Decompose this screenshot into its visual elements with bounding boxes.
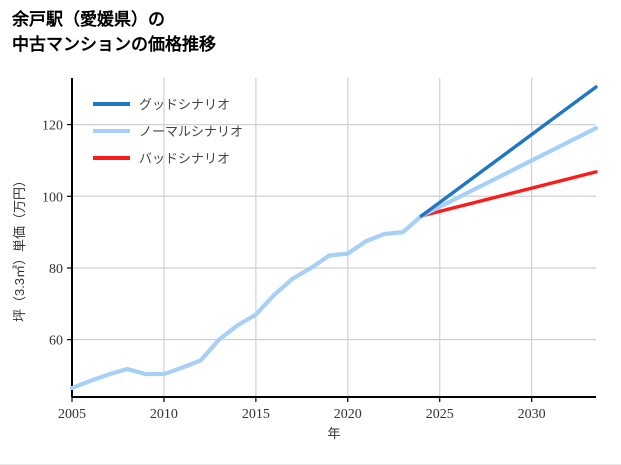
- series-lines: [69, 85, 599, 391]
- y-tick-label: 120: [42, 119, 63, 134]
- page-title: 余戸駅（愛媛県）の 中古マンションの価格推移: [12, 10, 216, 54]
- line-normal-forecast: [419, 126, 599, 219]
- legend-label-0: グッドシナリオ: [139, 97, 230, 112]
- y-tick-label: 80: [49, 262, 63, 277]
- legend-label-1: ノーマルシナリオ: [139, 124, 243, 139]
- y-tick-labels: 60 80 100 120: [42, 119, 72, 349]
- y-tick-label: 60: [49, 334, 63, 349]
- x-tick-label: 2020: [334, 407, 362, 422]
- x-tick-labels: 2005 2010 2015 2020 2025 2030: [58, 397, 546, 422]
- axis-lines: [71, 78, 596, 398]
- line-good-forecast: [419, 85, 598, 218]
- x-tick-label: 2010: [150, 407, 178, 422]
- y-tick-label: 100: [42, 190, 63, 205]
- line-bad-forecast: [419, 170, 598, 218]
- line-normal-history: [69, 213, 424, 391]
- x-tick-label: 2015: [242, 407, 270, 422]
- grid-lines: [71, 78, 596, 397]
- x-tick-label: 2025: [426, 407, 454, 422]
- y-axis-title: 坪（3.3㎡）単価（万円）: [12, 174, 27, 322]
- x-tick-label: 2030: [518, 407, 546, 422]
- x-tick-label: 2005: [58, 407, 86, 422]
- x-axis-title: 年: [327, 426, 340, 441]
- legend-label-2: バッドシナリオ: [139, 151, 230, 166]
